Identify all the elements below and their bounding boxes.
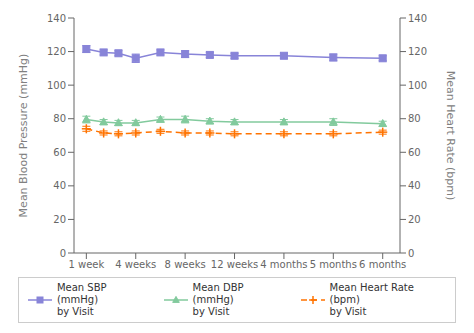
svg-text:1 week: 1 week: [68, 259, 104, 270]
svg-text:80: 80: [408, 113, 421, 124]
svg-text:4 months: 4 months: [260, 259, 307, 270]
svg-text:8 weeks: 8 weeks: [165, 259, 206, 270]
svg-text:60: 60: [408, 147, 421, 158]
html-text:Mean DBP (mmHg): Mean DBP (mmHg): [192, 282, 244, 305]
svg-text:40: 40: [53, 180, 66, 191]
html-text:by Visit: by Visit: [56, 306, 94, 317]
svg-text:140: 140: [408, 13, 427, 24]
html-text:by Visit: by Visit: [192, 306, 230, 317]
html-text:by Visit: by Visit: [329, 306, 367, 317]
svg-text:5 months: 5 months: [310, 259, 357, 270]
svg-text:Mean Blood Pressure (mmHg): Mean Blood Pressure (mmHg): [17, 54, 30, 218]
html-text:Mean Heart Rate (bpm): Mean Heart Rate (bpm): [329, 282, 414, 305]
svg-text:4 weeks: 4 weeks: [115, 259, 156, 270]
svg-text:6 months: 6 months: [359, 259, 406, 270]
svg-text:100: 100: [408, 80, 427, 91]
svg-text:120: 120: [47, 46, 66, 57]
svg-text:20: 20: [53, 214, 66, 225]
svg-text:100: 100: [47, 80, 66, 91]
svg-text:20: 20: [408, 214, 421, 225]
svg-text:80: 80: [53, 113, 66, 124]
svg-text:40: 40: [408, 180, 421, 191]
svg-text:60: 60: [53, 147, 66, 158]
svg-text:120: 120: [408, 46, 427, 57]
svg-text:Mean Heart Rate (bpm): Mean Heart Rate (bpm): [444, 71, 457, 201]
svg-text:140: 140: [47, 13, 66, 24]
svg-text:0: 0: [408, 248, 414, 259]
svg-text:12 weeks: 12 weeks: [211, 259, 258, 270]
svg-text:0: 0: [60, 248, 66, 259]
html-text:Mean SBP (mmHg): Mean SBP (mmHg): [56, 282, 107, 305]
